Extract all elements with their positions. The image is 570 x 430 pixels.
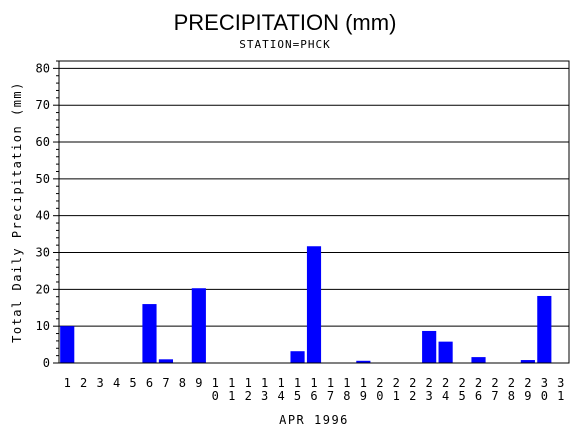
x-tick-label: 6 — [146, 376, 153, 390]
y-tick-label: 10 — [36, 319, 50, 333]
bar-day-16 — [306, 246, 322, 363]
bar-day-24 — [438, 341, 453, 363]
bars — [60, 246, 552, 363]
y-tick-label: 80 — [36, 61, 50, 75]
bar-day-9 — [191, 288, 206, 363]
bar-day-19 — [356, 360, 371, 363]
y-tick-label: 20 — [36, 282, 50, 296]
bar-day-30 — [537, 295, 552, 363]
y-tick-label: 30 — [36, 246, 50, 260]
y-tick-label: 40 — [36, 209, 50, 223]
bar-day-6 — [142, 304, 157, 363]
x-tick-label: 7 — [162, 376, 169, 390]
y-axis-label: Total Daily Precipitation (mm) — [10, 81, 24, 343]
x-tick-label: 9 — [195, 376, 202, 390]
chart-subtitle: STATION=PHCK — [239, 38, 330, 51]
chart-title: PRECIPITATION (mm) — [174, 10, 397, 35]
y-tick-label: 60 — [36, 135, 50, 149]
x-tick-label: 5 — [129, 376, 136, 390]
y-tick-label: 50 — [36, 172, 50, 186]
y-tick-label: 70 — [36, 98, 50, 112]
x-tick-label: 2 — [80, 376, 87, 390]
bar-day-1 — [60, 326, 75, 363]
x-tick-label: 3 — [97, 376, 104, 390]
x-tick-label: 4 — [113, 376, 120, 390]
bar-day-29 — [520, 360, 535, 363]
bar-day-7 — [158, 359, 174, 363]
bar-day-15 — [290, 351, 305, 363]
x-axis-label: APR 1996 — [279, 413, 349, 427]
y-tick-label: 0 — [43, 356, 50, 370]
x-tick-label: 1 — [64, 376, 71, 390]
x-axis-ticks: 1 2 3 4 5 6 7 8 9 1 01 11 21 31 41 51 61 71 81 92 02 12 22 32 42… — [64, 376, 565, 403]
bar-day-26 — [471, 357, 486, 363]
x-tick-label: 8 — [179, 376, 186, 390]
bar-day-23 — [422, 330, 437, 363]
y-axis-ticks: 0 10 20 30 40 50 60 70 80 — [36, 60, 59, 370]
plot-frame — [58, 60, 570, 364]
